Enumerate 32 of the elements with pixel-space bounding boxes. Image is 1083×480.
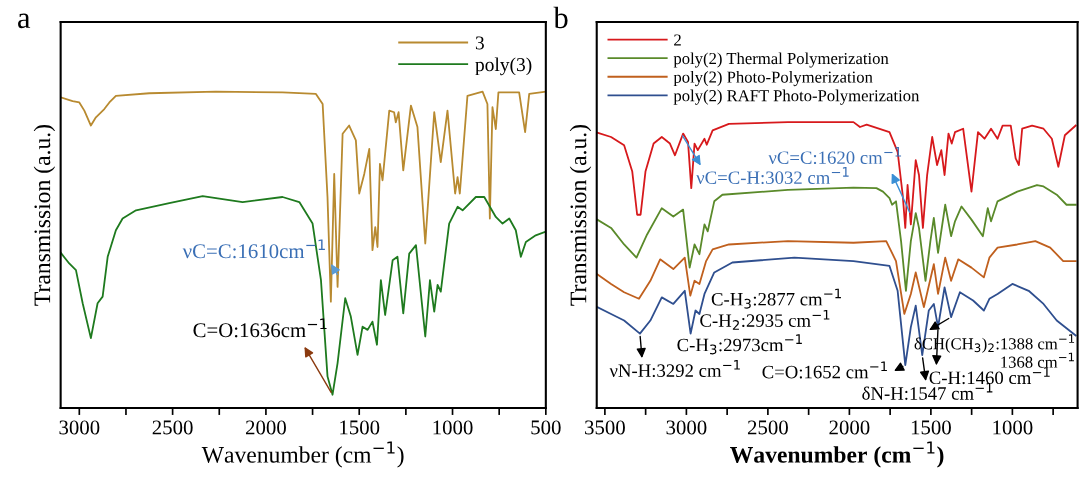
legend-label: 3 [475,36,484,50]
annotation: C-H$_{3}$:2973cm$^{−1}$ [677,334,802,355]
x-tick-label: 500 [531,420,561,435]
annotation: 1368 cm$^{−1}$ [1001,352,1074,368]
annotation: νN-H:3292 cm$^{−1}$ [609,360,740,378]
legend-label: poly(2) Photo-Polymerization [673,70,873,87]
y-axis-title: Transmission (a.u.) [33,125,56,306]
legend-label: poly(2) RAFT Photo-Polymerization [673,89,920,105]
x-tick-label: 2000 [829,420,870,435]
x-tick-label: 2500 [152,420,193,435]
chart-title: b [553,6,568,29]
legend-label: poly(2) Thermal Polymerization [673,52,889,68]
x-tick-label: 1500 [911,420,951,435]
annotation: C-H$_{2}$:2935 cm$^{−1}$ [700,309,830,330]
x-tick-label: 1500 [340,420,380,435]
x-tick-label: 1000 [433,420,473,435]
annotation: C-H$_{3}$:2877 cm$^{−1}$ [711,288,841,309]
legend-label: poly(3) [475,57,532,76]
legend-label: 2 [674,34,681,46]
x-axis-title: Wavenumber (cm$^{−1}$) [201,441,404,468]
annotation: C-H:1460 cm$^{−1}$ [929,367,1050,385]
x-tick-label: 3000 [59,420,100,435]
x-tick-label: 2500 [747,420,788,435]
x-tick-label: 1000 [993,420,1033,435]
chart-title: a [18,13,31,29]
x-tick-label: 3000 [666,420,707,435]
annotation: νC=C-H:3032 cm$^{−1}$ [696,167,849,185]
x-tick-label: 2000 [246,420,286,435]
x-axis-title: Wavenumber (cm$^{−1}$) [730,441,944,468]
annotation: C=O:1652 cm$^{−1}$ [762,361,887,379]
x-tick-label: 3500 [585,420,625,435]
y-axis-title: Transmission (a.u.) [569,125,592,306]
